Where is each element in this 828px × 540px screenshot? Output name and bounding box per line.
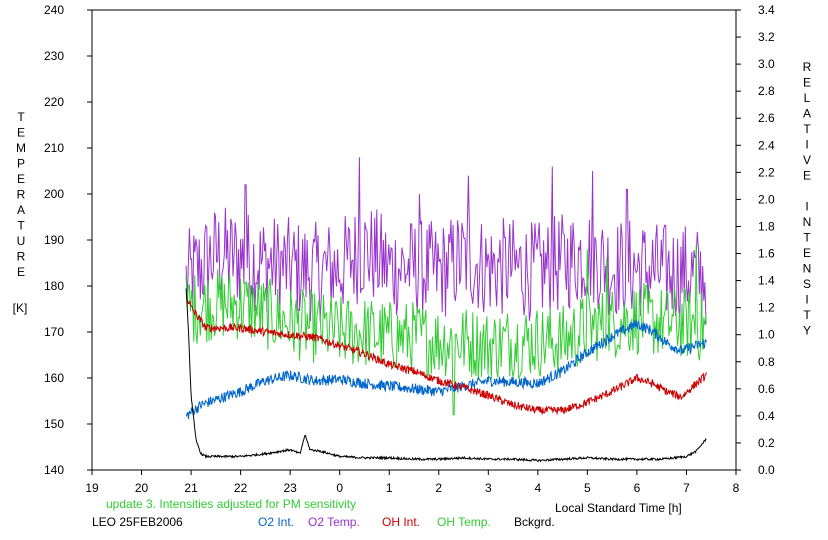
y-left-tick-label: 160 <box>44 371 64 385</box>
y-left-label-letter: T <box>17 219 25 233</box>
y-left-label-letter: R <box>17 250 26 264</box>
y-left-tick-label: 220 <box>44 95 64 109</box>
y-right-tick-label: 0.8 <box>758 355 775 369</box>
y-right-tick-label: 1.2 <box>758 301 775 315</box>
y-left-tick-label: 210 <box>44 141 64 155</box>
y-right-label-letter: I <box>805 293 808 307</box>
y-right-tick-label: 1.6 <box>758 247 775 261</box>
y-right-label-letter: E <box>803 169 811 183</box>
y-right-label-letter: R <box>803 60 812 74</box>
y-left-label-letter: P <box>17 157 25 171</box>
y-left-label-letter: U <box>17 234 26 248</box>
y-right-tick-label: 2.0 <box>758 192 775 206</box>
y-left-label-letter: T <box>17 110 25 124</box>
x-tick-label: 23 <box>283 481 297 495</box>
y-left-label-letter: E <box>17 172 25 186</box>
y-right-label-letter: S <box>803 277 811 291</box>
x-tick-label: 19 <box>85 481 99 495</box>
legend-item: O2 Int. <box>258 515 294 529</box>
y-right-tick-label: 1.0 <box>758 328 775 342</box>
x-tick-label: 0 <box>336 481 343 495</box>
y-right-tick-label: 2.8 <box>758 84 775 98</box>
y-left-label-letter: A <box>17 203 25 217</box>
x-tick-label: 20 <box>135 481 149 495</box>
label-layer: Local Standard Time [h] update 3. Intens… <box>13 60 812 529</box>
y-right-label-letter: E <box>803 76 811 90</box>
x-tick-label: 4 <box>535 481 542 495</box>
x-axis-label: Local Standard Time [h] <box>555 501 682 515</box>
y-left-label-letter: R <box>17 188 26 202</box>
y-right-label-letter: I <box>805 200 808 214</box>
legend-item: OH Temp. <box>437 515 491 529</box>
legend-item: O2 Temp. <box>308 515 360 529</box>
series-line <box>185 319 707 419</box>
y-left-label-letter: M <box>16 141 26 155</box>
site-date-label: LEO 25FEB2006 <box>92 515 183 529</box>
axis-layer: 19 20 21 22 23 0 1 2 3 4 5 6 7 8140150160170180190200… <box>44 3 775 495</box>
y-left-tick-label: 150 <box>44 417 64 431</box>
series-line <box>185 288 707 463</box>
x-tick-label: 8 <box>733 481 740 495</box>
x-tick-label: 21 <box>184 481 198 495</box>
y-left-tick-label: 240 <box>44 3 64 17</box>
series-line <box>185 157 707 325</box>
y-right-label-letter: T <box>803 231 811 245</box>
x-tick-label: 5 <box>584 481 591 495</box>
legend-item: Bckgrd. <box>514 515 555 529</box>
y-right-label-letter: V <box>803 153 811 167</box>
y-right-label-letter: T <box>803 308 811 322</box>
series-line <box>185 244 707 416</box>
y-left-label-letter: E <box>17 265 25 279</box>
series-layer <box>185 157 707 463</box>
y-right-label-letter: E <box>803 246 811 260</box>
left-axis-unit: [K] <box>13 301 28 315</box>
y-right-tick-label: 0.0 <box>758 463 775 477</box>
x-tick-label: 1 <box>386 481 393 495</box>
legend-item: OH Int. <box>382 515 420 529</box>
x-tick-label: 2 <box>435 481 442 495</box>
y-right-tick-label: 0.2 <box>758 436 775 450</box>
y-right-tick-label: 1.4 <box>758 274 775 288</box>
y-left-tick-label: 170 <box>44 325 64 339</box>
y-left-label-letter: E <box>17 126 25 140</box>
y-left-tick-label: 200 <box>44 187 64 201</box>
x-tick-label: 3 <box>485 481 492 495</box>
y-right-tick-label: 2.4 <box>758 138 775 152</box>
y-right-label-letter: N <box>803 262 812 276</box>
y-left-tick-label: 180 <box>44 279 64 293</box>
y-right-tick-label: 2.6 <box>758 111 775 125</box>
x-tick-label: 6 <box>634 481 641 495</box>
y-right-label-letter: Y <box>803 324 811 338</box>
chart-note: update 3. Intensities adjusted for PM se… <box>106 497 356 511</box>
y-left-tick-label: 190 <box>44 233 64 247</box>
y-right-tick-label: 3.0 <box>758 57 775 71</box>
y-right-label-letter: I <box>805 138 808 152</box>
x-tick-label: 22 <box>234 481 248 495</box>
series-line <box>185 293 707 415</box>
y-right-tick-label: 3.2 <box>758 30 775 44</box>
y-left-tick-label: 140 <box>44 463 64 477</box>
y-right-label-letter: L <box>804 91 811 105</box>
y-right-label-letter: A <box>803 107 811 121</box>
y-right-label-letter: T <box>803 122 811 136</box>
y-right-tick-label: 3.4 <box>758 3 775 17</box>
y-right-tick-label: 0.4 <box>758 409 775 423</box>
y-left-tick-label: 230 <box>44 49 64 63</box>
y-right-tick-label: 0.6 <box>758 382 775 396</box>
y-right-label-letter: N <box>803 215 812 229</box>
y-right-tick-label: 2.2 <box>758 165 775 179</box>
y-right-tick-label: 1.8 <box>758 219 775 233</box>
x-tick-label: 7 <box>683 481 690 495</box>
